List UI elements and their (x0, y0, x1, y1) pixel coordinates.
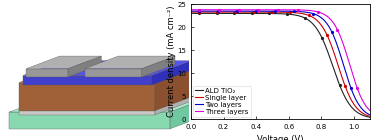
Polygon shape (19, 93, 199, 110)
Polygon shape (170, 92, 222, 129)
Polygon shape (19, 66, 199, 83)
Legend: ALD TiO₂, Single layer, Two layers, Three layers: ALD TiO₂, Single layer, Two layers, Thre… (193, 86, 251, 117)
Polygon shape (26, 56, 101, 69)
Single layer (308, 15, 313, 17)
Two layers (308, 12, 313, 14)
ALD TiO₂ (235, 13, 239, 14)
Three layers (308, 10, 313, 11)
Polygon shape (155, 66, 199, 111)
Polygon shape (68, 56, 101, 77)
Three layers (294, 9, 299, 11)
Polygon shape (9, 92, 222, 112)
Two layers (220, 10, 225, 12)
Y-axis label: Current density (mA cm⁻²): Current density (mA cm⁻²) (167, 6, 176, 117)
Line: Single layer: Single layer (191, 12, 370, 117)
Polygon shape (85, 69, 142, 77)
Single layer (368, 116, 373, 117)
ALD TiO₂ (220, 13, 225, 14)
Polygon shape (23, 76, 151, 85)
Single layer (270, 11, 274, 13)
Line: Two layers: Two layers (191, 11, 370, 115)
Polygon shape (9, 112, 170, 129)
Two layers (294, 11, 299, 12)
Single layer (189, 11, 193, 13)
ALD TiO₂ (294, 14, 299, 16)
Polygon shape (19, 83, 155, 111)
Single layer (235, 11, 239, 13)
Three layers (220, 9, 225, 10)
Three layers (368, 110, 373, 112)
Two layers (235, 10, 239, 12)
Two layers (368, 114, 373, 116)
Two layers (270, 10, 274, 12)
ALD TiO₂ (324, 47, 328, 48)
Polygon shape (19, 110, 155, 115)
Three layers (270, 9, 274, 10)
ALD TiO₂ (189, 13, 193, 14)
Polygon shape (151, 61, 191, 85)
Polygon shape (23, 61, 191, 76)
ALD TiO₂ (308, 21, 313, 23)
ALD TiO₂ (270, 13, 274, 14)
Polygon shape (155, 93, 199, 115)
Two layers (189, 10, 193, 12)
X-axis label: Voltage (V): Voltage (V) (257, 135, 304, 140)
Polygon shape (85, 56, 175, 69)
ALD TiO₂ (368, 116, 373, 118)
Two layers (324, 22, 328, 23)
Three layers (189, 9, 193, 10)
Polygon shape (26, 69, 68, 77)
Single layer (324, 32, 328, 34)
Three layers (324, 15, 328, 16)
Single layer (294, 12, 299, 14)
Three layers (235, 9, 239, 10)
Line: ALD TiO₂: ALD TiO₂ (191, 13, 370, 117)
Single layer (220, 11, 225, 13)
Line: Three layers: Three layers (191, 10, 370, 111)
Polygon shape (142, 56, 175, 77)
